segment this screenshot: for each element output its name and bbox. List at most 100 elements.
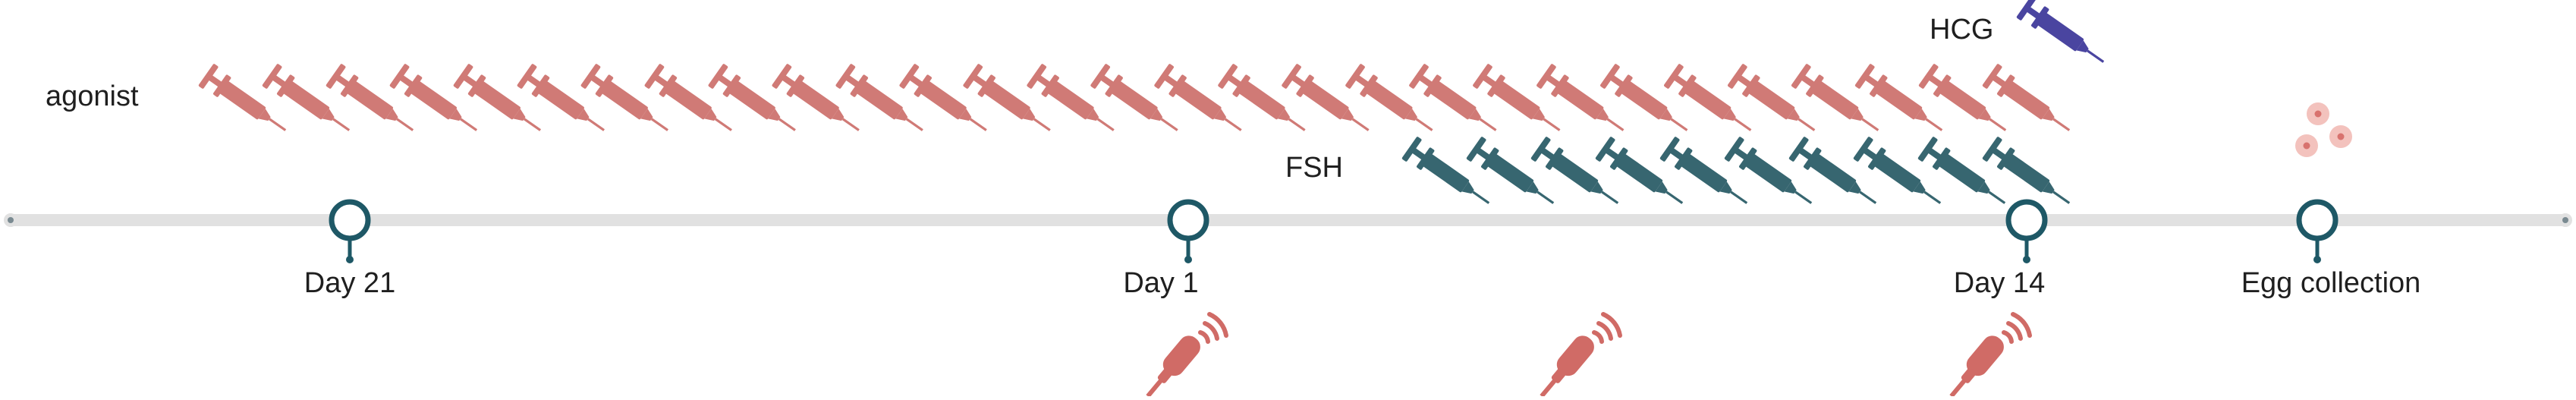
map-pin-icon-day-21 [329, 199, 371, 263]
egg-nucleus [2314, 110, 2322, 118]
pin-foot [346, 256, 354, 263]
syringe-shape [1854, 63, 1950, 142]
syringe-shape [1659, 136, 1755, 215]
syringe-shape [262, 63, 357, 142]
syringe-icon-agonist [198, 63, 294, 142]
milestone-label-egg-collection: Egg collection [2241, 267, 2421, 299]
syringe-icon-fsh [1401, 136, 1497, 215]
milestone-label-day-1: Day 1 [1123, 267, 1199, 299]
syringe-shape [771, 63, 867, 142]
syringe-shape [516, 63, 612, 142]
syringe-icon-agonist [1536, 63, 1631, 142]
syringe-shape [1982, 63, 2077, 142]
fsh-label: FSH [1285, 152, 1343, 184]
syringe-shape [1853, 136, 1949, 215]
syringe-shape [1472, 63, 1568, 142]
syringe-shape [835, 63, 931, 142]
syringe-shape [1791, 63, 1886, 142]
syringe-icon-hcg [2016, 0, 2112, 74]
syringe-shape [198, 63, 294, 142]
syringe-icon-agonist [771, 63, 867, 142]
milestone-label-day-14: Day 14 [1953, 267, 2046, 299]
syringe-shape [1026, 63, 1122, 142]
syringe-icon-agonist [1918, 63, 2014, 142]
syringe-shape [452, 63, 549, 142]
syringe-icon-agonist [1026, 63, 1122, 142]
syringe-shape [1663, 63, 1759, 142]
syringe-shape [1153, 63, 1250, 142]
syringe-icon-fsh [1917, 136, 2013, 215]
milestone-label-day-21: Day 21 [304, 267, 396, 299]
syringe-icon-agonist [707, 63, 804, 142]
syringe-icon-agonist [1791, 63, 1886, 142]
syringe-icon-agonist [1408, 63, 1504, 142]
syringe-shape [1345, 63, 1440, 142]
syringe-shape [2016, 0, 2112, 74]
syringe-icon-fsh [1788, 136, 1884, 215]
syringe-shape [1281, 63, 1376, 142]
hcg-label: HCG [1930, 14, 1994, 46]
timeline-end-dot [2562, 217, 2568, 223]
syringe-shape [1918, 63, 2014, 142]
syringe-shape [1595, 136, 1691, 215]
map-pin-icon-egg-collection [2296, 199, 2339, 263]
syringe-shape [898, 63, 995, 142]
ultrasound-probe-icon [1533, 314, 1620, 396]
syringe-icon-fsh [1659, 136, 1755, 215]
syringe-shape [962, 63, 1058, 142]
syringe-icon-agonist [1472, 63, 1568, 142]
syringe-icon-agonist [452, 63, 549, 142]
syringe-icon-agonist [962, 63, 1058, 142]
syringe-shape [1217, 63, 1313, 142]
syringe-icon-agonist [326, 63, 421, 142]
syringe-shape [1090, 63, 1186, 142]
syringe-shape [1408, 63, 1504, 142]
syringe-icon-agonist [1663, 63, 1759, 142]
pin-ring [2005, 199, 2048, 241]
syringe-shape [1599, 63, 1695, 142]
syringe-shape [1401, 136, 1497, 215]
syringe-icon-agonist [580, 63, 676, 142]
syringe-shape [1727, 63, 1823, 142]
pin-ring [329, 199, 371, 241]
syringe-icon-agonist [1090, 63, 1186, 142]
syringe-icon-agonist [516, 63, 612, 142]
syringe-shape [707, 63, 804, 142]
syringe-icon-agonist [388, 63, 485, 142]
syringe-icon-agonist [835, 63, 931, 142]
syringe-icon-agonist [262, 63, 357, 142]
egg-nucleus [2337, 133, 2345, 140]
agonist-label: agonist [46, 80, 139, 112]
syringe-icon-fsh [1466, 136, 1562, 215]
syringe-icon-agonist [898, 63, 995, 142]
syringe-icon-agonist [1599, 63, 1695, 142]
syringe-icon-agonist [1982, 63, 2077, 142]
syringe-shape [1724, 136, 1820, 215]
syringe-shape [1536, 63, 1631, 142]
probe-shape [1140, 314, 1226, 396]
map-pin-icon-day-14 [2005, 199, 2048, 263]
syringe-shape [388, 63, 485, 142]
syringe-shape [1530, 136, 1626, 215]
syringe-icon-fsh [1595, 136, 1691, 215]
syringe-icon-fsh [1853, 136, 1949, 215]
pin-ring [2296, 199, 2339, 241]
probe-shape [1943, 314, 2030, 396]
egg-nucleus [2303, 142, 2310, 150]
syringe-shape [1788, 136, 1884, 215]
ultrasound-probe-icon [1140, 314, 1226, 396]
pin-foot [1184, 256, 1192, 263]
syringe-icon-agonist [1345, 63, 1440, 142]
map-pin-icon-day-1 [1167, 199, 1209, 263]
probe-shape [1533, 314, 1620, 396]
syringe-shape [580, 63, 676, 142]
timeline-start-dot [8, 217, 14, 223]
syringe-shape [643, 63, 740, 142]
syringe-icon-fsh [1724, 136, 1820, 215]
ultrasound-probe-icon [1943, 314, 2030, 396]
syringe-icon-agonist [1217, 63, 1313, 142]
syringe-icon-agonist [1281, 63, 1376, 142]
egg-cells-icon [2295, 102, 2352, 157]
